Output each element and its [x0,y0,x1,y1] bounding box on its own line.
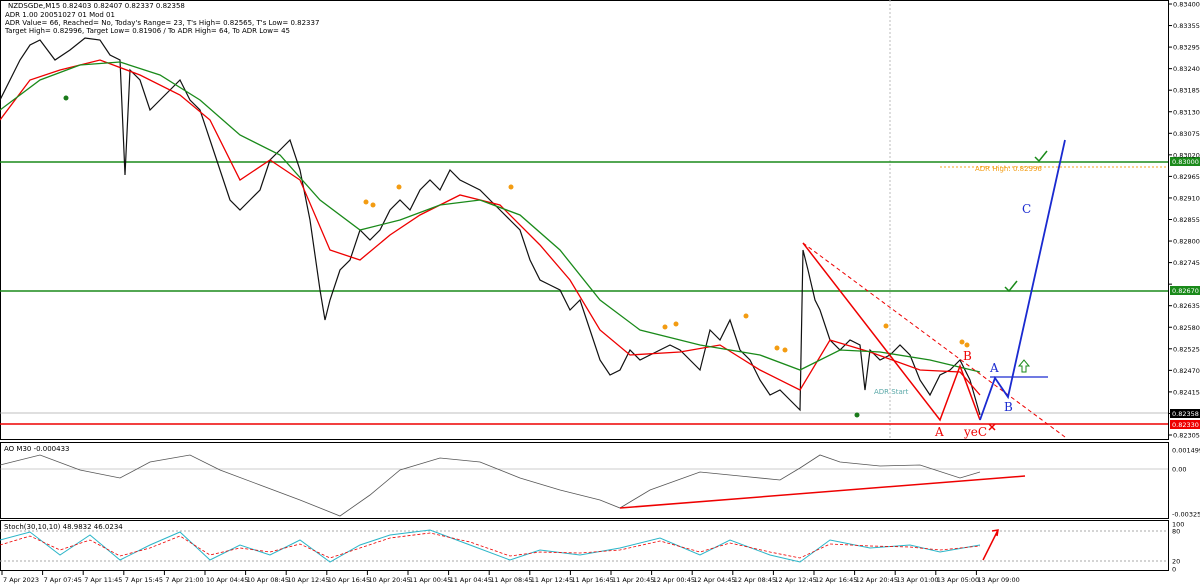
wave-label: A [934,425,944,439]
cross-mark [988,423,996,431]
stoch-axis-label: 0 [1172,566,1176,574]
adr-start-label: ADR Start [874,388,909,396]
stoch-label: Stoch(30,10,10) 48.9832 46.0234 [4,523,123,531]
time-axis-label: 12 Apr 12:45 [774,576,816,584]
time-axis-label: 7 Apr 07:45 [44,576,82,584]
time-axis-label: 7 Apr 2023 [3,576,39,584]
wave-label: B [963,349,972,363]
signal-dot [854,412,860,418]
time-axis-label: 11 Apr 08:45 [490,576,532,584]
price-tag-label: 0.82358 [1172,410,1199,418]
level-tag [1170,157,1200,166]
header-adr: ADR Value= 66, Reached= No, Today's Rang… [5,19,319,27]
price-axis-label: 0.82855 [1173,216,1200,224]
level-tag-label: 0.82330 [1172,421,1199,429]
price-tag [1170,409,1200,418]
level-tag [1170,420,1200,429]
blue-projection [979,139,1066,421]
slow-ma [0,61,981,373]
stoch-frame [0,520,1169,571]
ao-axis-label: 0.001499 [1172,447,1200,455]
wave-label: C [1022,202,1031,216]
price-axis-label: 0.82635 [1173,302,1200,310]
level-tag-label: 0.82670 [1172,287,1199,295]
time-axis-label: 10 Apr 20:45 [368,576,410,584]
time-axis-label: 13 Apr 05:00 [937,576,979,584]
wave-label: B [1004,400,1013,414]
price-axis-label: 0.82415 [1173,388,1200,396]
time-axis-label: 7 Apr 15:45 [125,576,163,584]
stoch-signal [0,532,981,559]
price-axis-label: 0.82470 [1173,367,1200,375]
fast-ma [0,59,981,396]
price-axis-label: 0.82800 [1173,238,1200,246]
price-axis-label: 0.83020 [1173,151,1200,159]
price-axis-label: 0.83240 [1173,65,1200,73]
time-axis-label: 13 Apr 09:00 [977,576,1019,584]
stoch-arrow [982,529,999,561]
check-mark [1004,280,1018,293]
level-tag-label: 0.83000 [1172,158,1199,166]
ao-axis-label: 0.00 [1172,466,1186,474]
adr-high-label: ADR High: 0.82996 [975,165,1042,173]
time-axis-label: 13 Apr 01:00 [896,576,938,584]
up-arrow [1017,359,1031,373]
price-path [0,37,981,416]
ao-axis-label: -0.003254 [1172,511,1200,519]
stoch-axis-label: 20 [1172,558,1180,566]
check-mark [1034,150,1048,163]
ao-frame [0,442,1169,519]
stoch-axis-label: 80 [1172,528,1180,536]
trend-line [802,242,1066,438]
price-axis-label: 0.82580 [1173,324,1200,332]
signal-dots [363,184,970,353]
price-axis-label: 0.83185 [1173,87,1200,95]
time-axis-label: 12 Apr 16:45 [815,576,857,584]
price-axis-label: 0.83075 [1173,130,1200,138]
wave-label: yeC [963,425,987,439]
signal-dot [63,95,69,101]
time-axis-label: 12 Apr 04:45 [693,576,735,584]
stoch-axis-label: 100 [1172,521,1184,529]
red-pattern [802,242,981,422]
time-axis-label: 10 Apr 04:45 [206,576,248,584]
stoch-main [0,529,981,563]
time-axis-label: 12 Apr 00:45 [653,576,695,584]
time-axis-label: 10 Apr 12:45 [287,576,329,584]
header-indicator: ADR 1.00 20051027 01 Mod 01 [5,11,115,19]
ao-trend-line [619,475,1026,509]
time-axis-label: 11 Apr 00:45 [409,576,451,584]
price-axis-label: 0.82745 [1173,259,1200,267]
time-axis-label: 10 Apr 16:45 [328,576,370,584]
price-axis-label: 0.83355 [1173,22,1200,30]
time-axis-label: 11 Apr 04:45 [450,576,492,584]
price-axis-label: 0.82305 [1173,432,1200,440]
time-axis-label: 10 Apr 08:45 [247,576,289,584]
wave-label: A [989,361,999,375]
price-axis-label: 0.82910 [1173,194,1200,202]
time-axis-label: 11 Apr 20:45 [612,576,654,584]
price-axis-label: 0.82965 [1173,173,1200,181]
ao-histogram-outline [0,454,981,517]
time-axis-label: 11 Apr 12:45 [531,576,573,584]
price-axis-label: 0.83130 [1173,108,1200,116]
ao-label: AO M30 -0.000433 [4,445,70,453]
time-axis-label: 7 Apr 11:45 [84,576,122,584]
price-axis-label: 0.83295 [1173,44,1200,52]
time-axis-label: 12 Apr 20:45 [856,576,898,584]
header-target: Target High= 0.82996, Target Low= 0.8190… [4,27,290,35]
price-axis-label: 0.83400 [1173,1,1200,9]
time-axis-label: 7 Apr 21:00 [165,576,203,584]
header-symbol: NZDSGDe,M15 0.82403 0.82407 0.82337 0.82… [8,2,185,10]
time-axis-label: 12 Apr 08:45 [734,576,776,584]
time-axis-label: 11 Apr 16:45 [571,576,613,584]
price-axis-label: 0.82525 [1173,345,1200,353]
level-tag [1170,286,1200,295]
